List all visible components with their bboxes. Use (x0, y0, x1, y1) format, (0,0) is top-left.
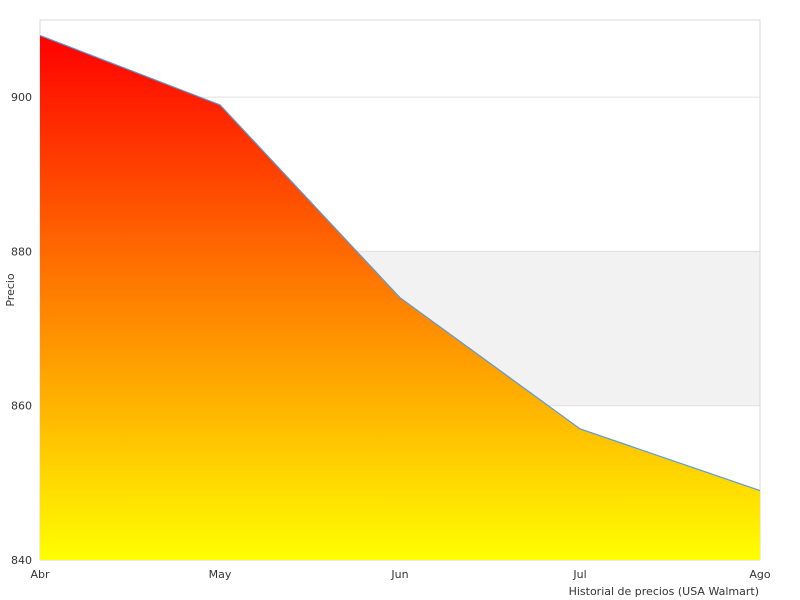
x-tick-label: Jul (572, 568, 586, 581)
x-tick-label: May (209, 568, 232, 581)
y-tick-label: 880 (11, 245, 32, 258)
x-axis-ticks: Abr May Jun Jul Ago (30, 568, 770, 581)
x-tick-label: Abr (30, 568, 50, 581)
x-axis-title: Historial de precios (USA Walmart) (569, 585, 759, 598)
y-axis-ticks: 840 860 880 900 (11, 91, 32, 567)
y-tick-label: 900 (11, 91, 32, 104)
y-tick-label: 860 (11, 400, 32, 413)
y-axis-title: Precio (4, 273, 17, 307)
x-tick-label: Ago (749, 568, 771, 581)
price-area (40, 35, 760, 560)
price-line (39, 34, 761, 492)
x-tick-label: Jun (390, 568, 408, 581)
y-tick-label: 840 (11, 554, 32, 567)
